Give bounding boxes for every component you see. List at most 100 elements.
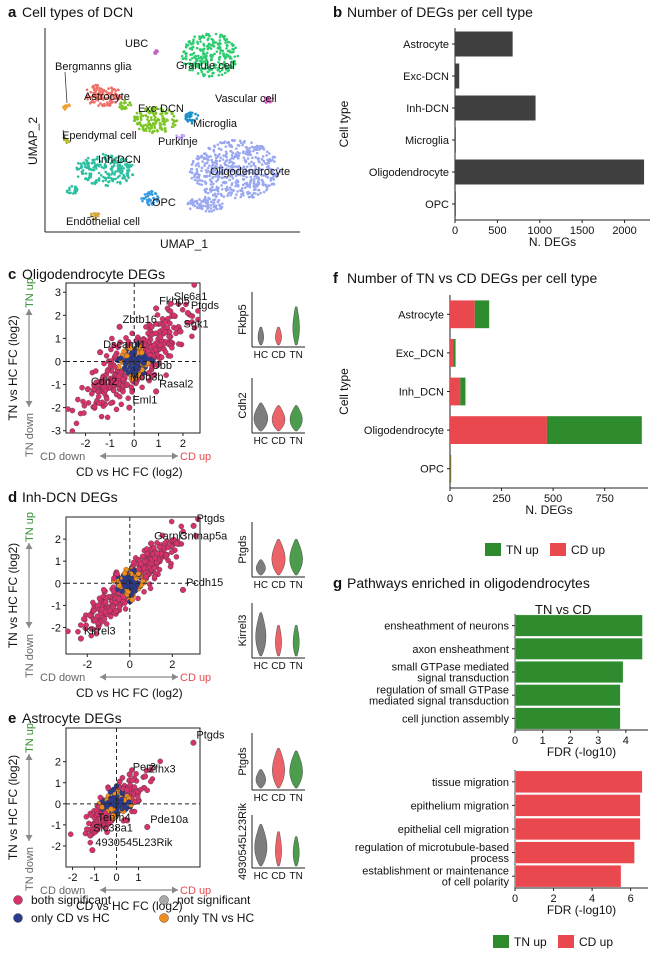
umap-xlabel: UMAP_1	[160, 237, 208, 251]
point-both	[101, 616, 108, 622]
point-both	[154, 362, 161, 369]
umap-point	[80, 165, 83, 169]
point-both	[154, 540, 160, 546]
violin-cd	[271, 405, 286, 432]
c-arrow-x-right: CD up	[180, 451, 211, 463]
f-bar-cd	[450, 416, 547, 444]
umap-point	[222, 195, 226, 199]
violin-group-label: HC	[254, 661, 268, 672]
point-both	[195, 516, 201, 522]
b-category-label: Microglia	[405, 135, 450, 147]
umap-point	[150, 118, 153, 122]
umap-point	[219, 49, 223, 53]
umap-point	[84, 172, 88, 175]
umap-point	[235, 147, 238, 150]
d-ytick-label: -2	[51, 622, 61, 634]
point-both	[120, 388, 126, 395]
umap-point	[124, 163, 127, 166]
umap-point	[96, 155, 99, 159]
umap-point	[217, 73, 221, 77]
umap-point	[246, 184, 249, 188]
umap-point	[202, 157, 206, 161]
point-both	[163, 552, 169, 558]
umap-point	[261, 183, 264, 186]
c-xlabel: CD vs HC FC (log2)	[76, 465, 183, 479]
umap-point	[218, 70, 222, 73]
violin-hc	[256, 559, 266, 576]
c-xtick-label: 1	[156, 438, 162, 450]
point-both	[87, 839, 94, 846]
point-only-cd	[122, 366, 129, 372]
panel-e-letter: e	[8, 710, 16, 727]
g_tn-xtick-label: 2	[567, 735, 573, 747]
point-both	[168, 518, 175, 525]
f-category-label: Inh_DCN	[399, 387, 444, 399]
point-both	[141, 565, 147, 572]
umap-point	[96, 99, 100, 102]
umap-point	[253, 186, 256, 189]
umap-point	[219, 156, 223, 160]
g-legend-cd-label: CD up	[579, 935, 613, 949]
point-both	[156, 566, 163, 573]
umap-point	[116, 88, 120, 92]
point-both	[116, 604, 123, 610]
umap-point	[120, 104, 124, 108]
umap-point	[265, 154, 268, 157]
umap-point	[246, 157, 250, 160]
f-legend-cd-label: CD up	[571, 543, 605, 557]
point-only-cd	[119, 588, 125, 595]
umap-point	[126, 166, 129, 169]
umap-point	[79, 162, 82, 165]
umap-cluster	[140, 189, 160, 207]
umap-point	[98, 86, 101, 90]
d-arrow-x-right: CD up	[180, 672, 211, 684]
point-both	[144, 546, 150, 552]
c-points	[65, 282, 201, 434]
umap-point	[200, 169, 203, 173]
umap-point	[127, 176, 130, 179]
umap-point	[214, 164, 217, 168]
umap-point	[105, 183, 108, 187]
umap-point	[228, 178, 232, 182]
b-bar	[455, 63, 460, 89]
umap-point	[137, 127, 141, 131]
umap-point	[269, 167, 272, 171]
umap-point	[124, 178, 128, 182]
umap-point	[150, 126, 153, 130]
umap-point	[230, 57, 233, 60]
umap-point	[103, 157, 107, 161]
point-both	[162, 349, 169, 355]
umap-point	[209, 155, 213, 158]
point-both	[148, 778, 154, 785]
umap-point	[196, 72, 200, 75]
umap-point	[165, 111, 169, 115]
umap-point	[258, 160, 261, 164]
legend-label-only_cd: only CD vs HC	[31, 911, 110, 925]
umap-point	[153, 112, 156, 116]
c-arrow-y-up-head	[25, 309, 33, 315]
umap-point	[198, 182, 201, 186]
panel-d-letter: d	[8, 489, 17, 506]
umap-point	[259, 191, 262, 195]
point-both	[173, 554, 180, 560]
point-both	[141, 589, 147, 595]
umap-point	[110, 165, 114, 169]
umap-point	[113, 157, 116, 161]
umap-point	[266, 176, 270, 179]
umap-point	[241, 189, 244, 193]
umap-point	[216, 143, 220, 146]
umap-point	[218, 51, 222, 55]
point-both	[98, 381, 104, 387]
panel-c-title: Oligodendrocyte DEGs	[22, 266, 165, 282]
umap-point	[220, 194, 223, 197]
umap-point	[110, 178, 114, 182]
umap-point	[203, 197, 207, 200]
violin-tn	[289, 750, 303, 789]
umap-point	[161, 108, 165, 112]
umap-point	[209, 179, 213, 183]
point-only-tn	[116, 582, 122, 589]
umap-point	[119, 158, 123, 161]
umap-point	[204, 181, 208, 185]
umap-point	[254, 167, 258, 170]
umap-point	[226, 169, 230, 172]
